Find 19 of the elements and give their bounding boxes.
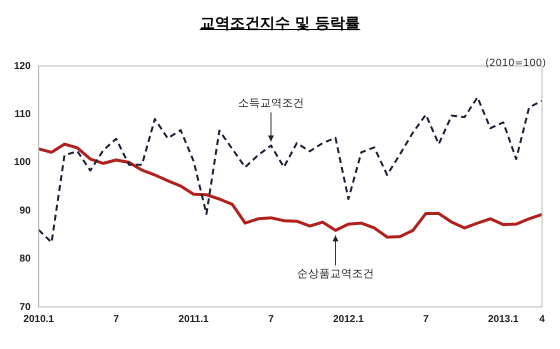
y-tick-label: 90	[20, 205, 32, 216]
x-tick-label: 7	[268, 314, 274, 325]
x-tick-label: 2011.1	[178, 314, 209, 325]
chart-title: 교역조건지수 및 등락률	[200, 14, 360, 32]
x-tick-label: 4	[539, 314, 546, 325]
y-tick-label: 100	[14, 157, 32, 168]
y-tick-label: 80	[20, 254, 32, 265]
y-tick-label: 120	[14, 60, 32, 72]
y-tick-label: 110	[14, 108, 32, 120]
line-series	[38, 96, 543, 244]
x-tick-label: 2010.1	[23, 314, 54, 325]
x-tick-label: 7	[423, 314, 430, 325]
y-tick-label: 70	[20, 302, 32, 313]
text: 순상품교역조건	[297, 266, 374, 280]
x-tick-label: 2012.1	[333, 314, 364, 325]
x-tick-label: 2013.1	[488, 314, 520, 325]
text: 소득교역조건	[238, 96, 304, 110]
x-tick-label: 7	[113, 314, 120, 325]
annotation: (2010=100)	[485, 58, 546, 69]
